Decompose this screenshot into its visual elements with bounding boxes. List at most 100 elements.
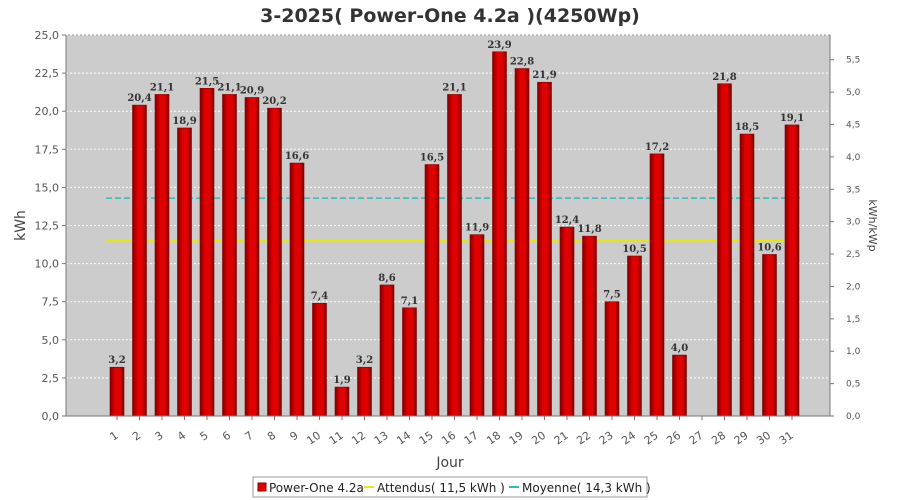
bar <box>447 94 462 417</box>
bar <box>357 366 372 417</box>
x-tick-label: 5 <box>198 429 211 444</box>
x-tick-label: 16 <box>439 429 458 448</box>
y-tick-label: 2,5 <box>42 372 60 385</box>
bar <box>402 307 417 417</box>
y-tick-label: 15,0 <box>35 181 60 194</box>
bar <box>267 107 282 417</box>
y-tick-label: 10,0 <box>35 258 60 271</box>
data-label: 3,2 <box>108 355 125 366</box>
bar <box>604 301 620 417</box>
data-label: 7,5 <box>603 290 620 301</box>
data-label: 23,9 <box>487 40 511 51</box>
x-tick-label: 27 <box>687 429 706 448</box>
y-axis-right-title: kWh/kWp <box>866 199 879 251</box>
bar <box>514 68 530 417</box>
bar <box>537 81 552 417</box>
bar <box>312 302 327 417</box>
x-tick-label: 6 <box>220 429 233 444</box>
data-label: 21,9 <box>532 70 556 81</box>
bar <box>762 254 777 417</box>
legend: Power-One 4.2a Attendus( 11,5 kWh ) Moye… <box>252 476 651 498</box>
y-right-tick-label: 3,0 <box>846 218 861 228</box>
y-axis-left: 0,0 2,5 5,0 7,5 10,0 12,5 15,0 17,5 20,0 22,5 25,0 <box>35 29 67 423</box>
bar <box>492 51 507 417</box>
x-tick-label: 4 <box>175 429 188 444</box>
y-tick-label: 5,0 <box>42 334 60 347</box>
data-label: 18,9 <box>172 116 196 127</box>
data-label: 21,8 <box>712 72 736 83</box>
x-tick-label: 29 <box>732 429 751 448</box>
x-tick-label: 9 <box>288 429 301 444</box>
y-tick-label: 17,5 <box>35 143 60 156</box>
data-label: 16,6 <box>285 151 309 162</box>
data-label: 20,2 <box>262 96 286 107</box>
legend-label-series: Power-One 4.2a <box>269 481 364 495</box>
data-label: 17,2 <box>645 142 669 153</box>
x-axis-title: Jour <box>435 455 464 471</box>
data-label: 11,9 <box>465 223 489 234</box>
data-label: 7,4 <box>311 291 328 302</box>
x-tick-label: 31 <box>777 429 796 448</box>
data-label: 12,4 <box>555 215 579 226</box>
bar <box>244 97 260 417</box>
y-right-tick-label: 5,0 <box>846 88 861 98</box>
x-tick-label: 22 <box>574 429 593 448</box>
y-right-tick-label: 0,5 <box>846 380 860 390</box>
x-tick-label: 13 <box>372 429 391 448</box>
bar <box>424 164 440 417</box>
data-label: 7,1 <box>401 296 418 307</box>
y-tick-label: 25,0 <box>35 29 60 42</box>
y-right-tick-label: 5,5 <box>846 56 860 66</box>
x-tick-label: 1 <box>108 429 121 444</box>
bar <box>559 226 575 417</box>
data-label: 10,5 <box>622 244 646 255</box>
x-tick-label: 25 <box>642 429 661 448</box>
legend-swatch-bar <box>257 482 267 492</box>
x-tick-label: 8 <box>265 429 278 444</box>
y-right-tick-label: 3,5 <box>846 185 860 195</box>
data-label: 8,6 <box>378 273 395 284</box>
bar <box>627 255 642 417</box>
data-label: 22,8 <box>510 57 534 68</box>
x-tick-label: 30 <box>754 429 773 448</box>
bar <box>222 94 237 417</box>
data-label: 10,6 <box>757 242 781 253</box>
y-right-tick-label: 1,5 <box>846 315 860 325</box>
data-label: 21,1 <box>150 82 174 93</box>
x-axis: 1 2 3 4 5 6 7 8 9 10 11 12 13 14 15 16 17 18 19 20 21 22 23 24 2… <box>66 415 830 448</box>
y-axis-title: kWh <box>13 210 29 241</box>
x-tick-label: 26 <box>664 429 683 448</box>
legend-box <box>252 476 648 498</box>
bar <box>717 83 732 417</box>
y-tick-label: 22,5 <box>35 67 60 80</box>
bar <box>154 94 170 417</box>
y-tick-label: 20,0 <box>35 105 60 118</box>
data-label: 3,2 <box>356 355 373 366</box>
x-tick-label: 14 <box>394 429 413 448</box>
bar <box>379 284 395 417</box>
x-tick-label: 12 <box>349 429 368 448</box>
x-tick-label: 23 <box>597 429 616 448</box>
y-tick-label: 7,5 <box>42 296 60 309</box>
data-label: 21,5 <box>195 76 219 87</box>
bar <box>132 104 147 417</box>
bar <box>109 366 125 417</box>
bar <box>649 153 665 417</box>
y-right-tick-label: 2,5 <box>846 250 860 260</box>
bars <box>109 51 800 417</box>
x-tick-label: 10 <box>304 429 323 448</box>
x-tick-label: 20 <box>529 429 548 448</box>
chart-title: 3-2025( Power-One 4.2a )(4250Wp) <box>260 5 640 27</box>
legend-label-expected: Attendus( 11,5 kWh ) <box>377 481 505 495</box>
bar <box>672 354 687 417</box>
data-label: 21,1 <box>217 82 241 93</box>
data-label: 11,8 <box>577 224 601 235</box>
bar <box>784 124 800 417</box>
x-tick-label: 11 <box>327 429 346 448</box>
x-tick-label: 15 <box>417 429 436 448</box>
x-tick-label: 2 <box>130 429 143 444</box>
y-right-tick-label: 1,0 <box>846 347 861 357</box>
data-label: 18,5 <box>735 122 759 133</box>
data-label: 1,9 <box>333 375 350 386</box>
y-tick-label: 12,5 <box>35 220 60 233</box>
